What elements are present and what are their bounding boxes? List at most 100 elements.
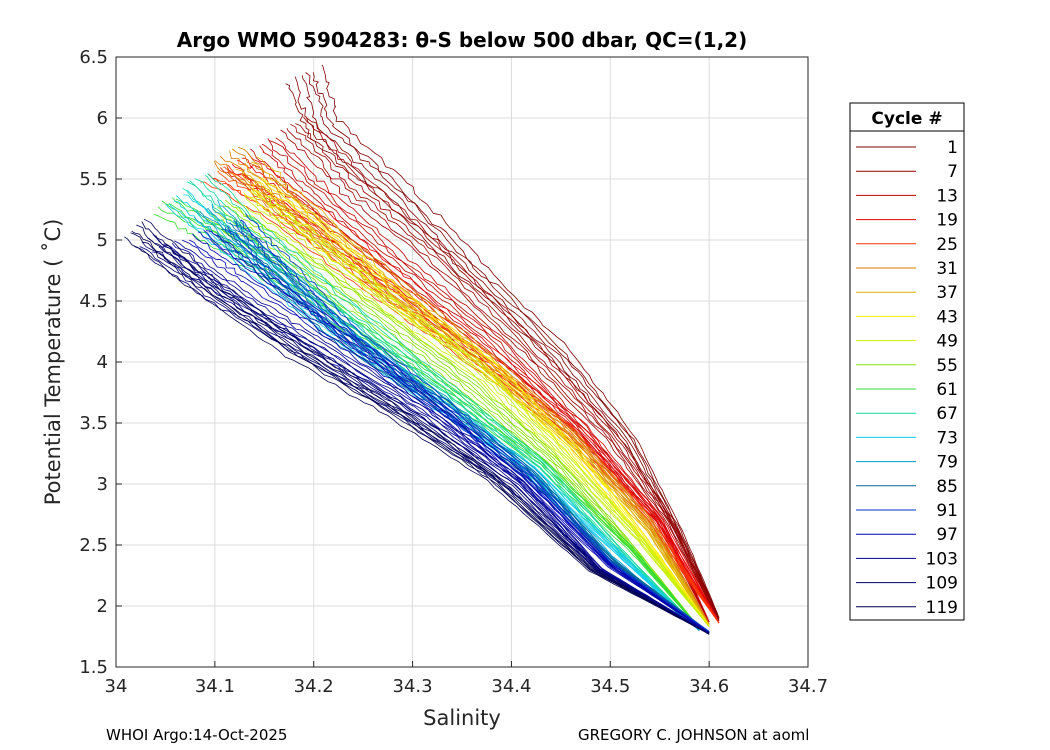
legend-label: 31 [936,259,958,279]
series-line-97 [182,239,710,634]
series-line-119 [130,232,710,635]
series-line-67 [207,173,700,630]
series-line-1 [312,72,720,619]
series-line-79 [217,199,700,631]
series-layer [124,64,720,635]
series-line-19 [237,160,720,624]
series-line-37 [255,155,710,626]
series-line-97 [191,233,710,634]
plot-area: 34 34.1 34.2 34.3 34.4 34.5 34.6 34.7 1.5 2 2.5 3 3… [79,47,828,697]
legend-label: 25 [936,235,958,255]
series-line-91 [240,219,710,632]
legend-label: 109 [926,574,958,594]
x-tick-label: 34.5 [590,676,630,697]
y-tick-label: 6.5 [79,47,108,68]
legend-label: 91 [936,501,958,521]
series-line-97 [203,230,710,634]
series-line-119 [136,224,710,635]
legend-label: 119 [926,598,958,618]
y-tick-label: 4.5 [79,291,108,312]
series-line-49 [235,199,710,627]
series-line-119 [131,230,710,635]
y-tick-label: 6 [97,108,108,129]
legend-label: 97 [936,525,958,545]
series-line-43 [243,191,710,626]
series-line-7 [305,117,720,621]
legend-label: 79 [936,453,958,473]
series-line-119 [143,218,710,635]
x-tick-label: 34 [105,676,128,697]
series-line-37 [251,161,710,626]
series-line-7 [280,129,720,621]
legend: Cycle # 1 7 13 19 25 31 37 43 49 55 61 67 73 79 85 91 97… [849,102,965,621]
legend-label: 85 [936,477,958,497]
legend-label: 43 [936,307,958,327]
series-line-7 [286,128,720,621]
x-tick-label: 34.3 [393,676,433,697]
series-line-109 [139,246,710,635]
legend-label: 19 [936,211,958,231]
legend-label: 103 [926,549,958,569]
y-tick-label: 3.5 [79,413,108,434]
y-tick-label: 2.5 [79,535,108,556]
x-tick-label: 34.7 [788,676,828,697]
series-line-13 [250,148,710,623]
series-line-49 [251,190,710,627]
x-tick-label: 34.1 [195,676,235,697]
legend-label: 49 [936,332,958,352]
legend-label: 13 [936,186,958,206]
series-line-97 [189,239,710,634]
series-line-49 [244,196,710,627]
y-tick-label: 2 [97,596,108,617]
series-line-7 [295,123,720,621]
series-line-109 [148,237,710,635]
series-line-85 [228,228,710,632]
legend-label: 73 [936,428,958,448]
footer-right: GREGORY C. JOHNSON at aoml [578,726,809,744]
legend-title: Cycle # [871,109,942,129]
series-line-13 [275,137,710,623]
series-line-43 [247,189,710,626]
series-line-119 [124,236,710,635]
series-line-1 [321,64,720,619]
x-axis-label: Salinity [423,706,501,730]
series-line-43 [263,177,710,626]
series-line-55 [225,199,700,629]
legend-label: 55 [936,356,958,376]
series-line-13 [267,138,710,623]
series-line-49 [255,189,710,627]
y-tick-label: 3 [97,474,108,495]
series-line-43 [254,182,710,626]
legend-label: 1 [947,138,958,158]
series-line-7 [303,116,720,621]
series-line-37 [243,168,710,626]
legend-label: 7 [947,162,958,182]
series-line-103 [171,242,710,634]
series-line-31 [237,146,710,625]
series-line-103 [174,240,710,634]
series-line-119 [141,221,710,635]
y-tick-label: 5 [97,230,108,251]
chart-title: Argo WMO 5904283: θ-S below 500 dbar, QC… [177,28,747,52]
series-line-1 [285,83,720,619]
series-line-7 [290,123,720,621]
footer-left: WHOI Argo:14-Oct-2025 [106,726,287,744]
x-tick-label: 34.2 [294,676,334,697]
legend-label: 37 [936,283,958,303]
series-line-91 [245,213,710,632]
series-line-67 [204,175,700,630]
legend-label: 61 [936,380,958,400]
y-tick-label: 4 [97,352,108,373]
y-axis-ticks: 1.5 2 2.5 3 3.5 4 4.5 5 5.5 6 6.5 [79,47,122,678]
x-axis-ticks: 34 34.1 34.2 34.3 34.4 34.5 34.6 34.7 [105,661,828,697]
y-tick-label: 1.5 [79,657,108,678]
series-line-13 [261,143,710,623]
x-tick-label: 34.6 [689,676,729,697]
y-axis-label: Potential Temperature ( ˚C) [41,219,65,506]
series-line-19 [247,153,720,624]
series-line-49 [245,195,710,627]
y-tick-label: 5.5 [79,169,108,190]
series-line-13 [259,145,710,623]
series-line-97 [205,230,710,634]
